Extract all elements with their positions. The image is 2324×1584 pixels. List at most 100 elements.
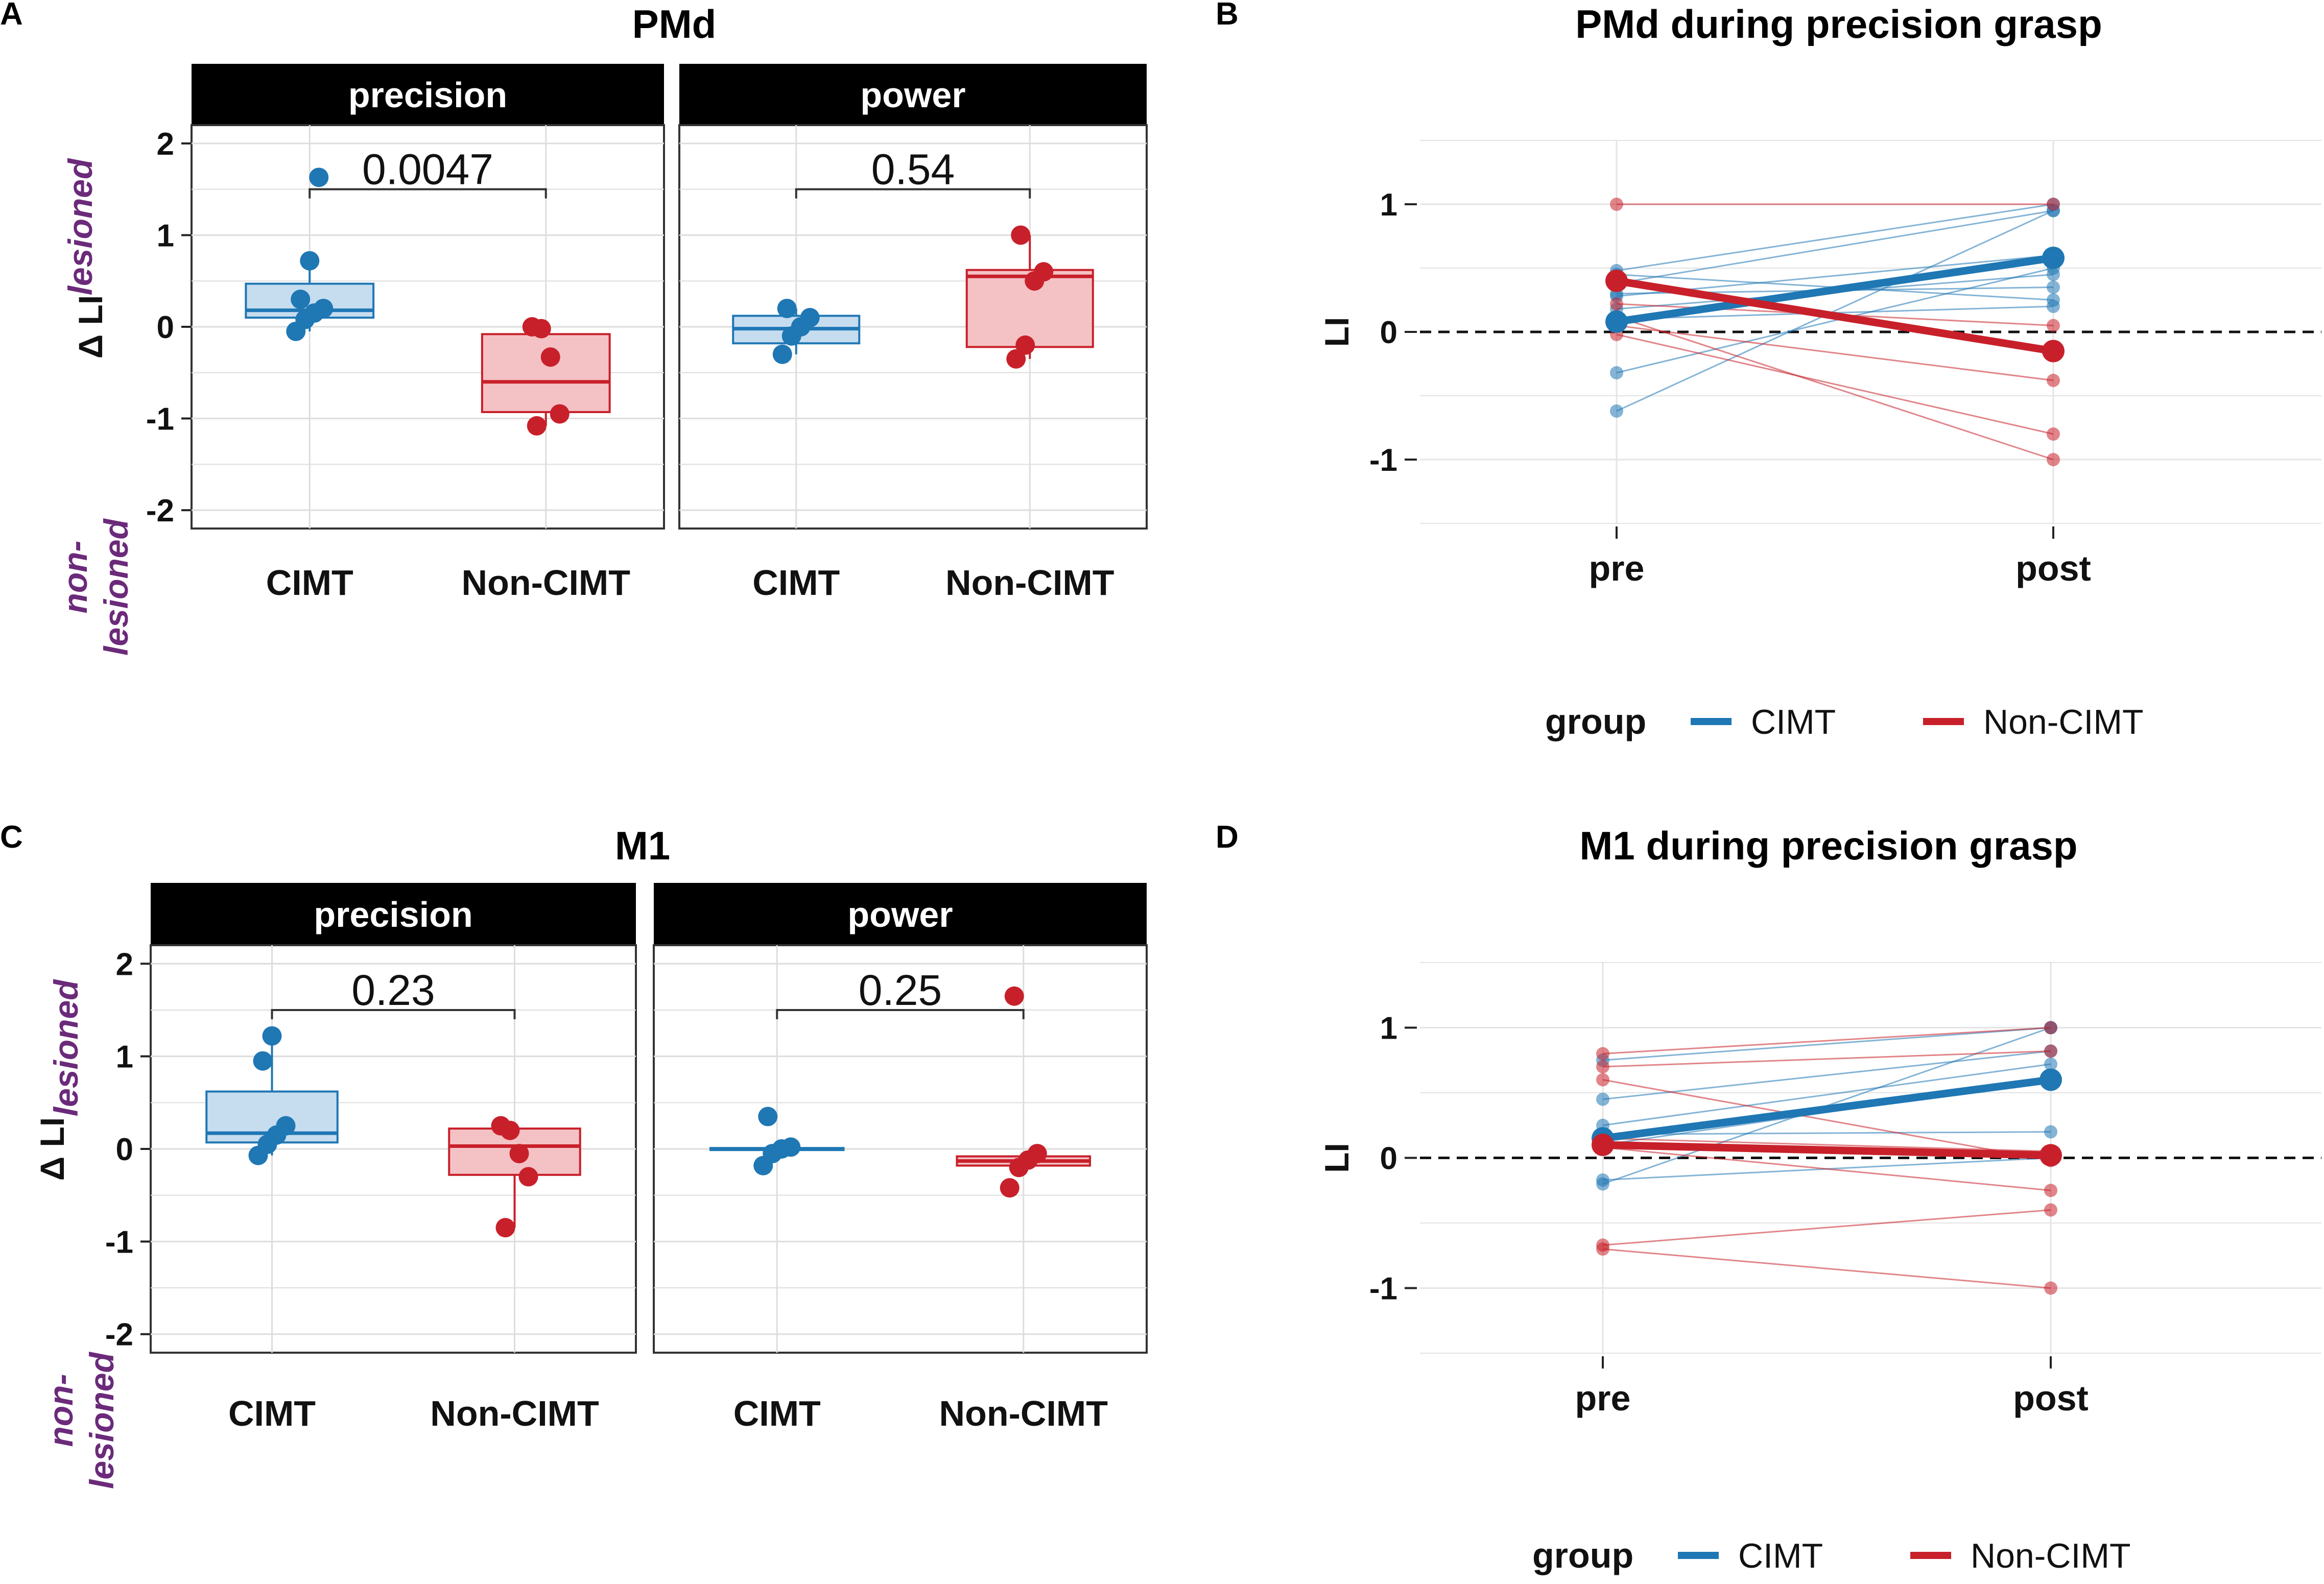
mean-point [2040, 1068, 2062, 1091]
individual-point [1596, 1060, 1609, 1073]
panel-label-a: A [0, 0, 23, 32]
individual-line [1602, 1027, 2051, 1054]
mean-line-non-cimt [1602, 1141, 2051, 1159]
data-point [527, 416, 547, 436]
y-tick-label: -1 [1369, 1271, 1397, 1307]
side-label-non-lesioned: lesioned [83, 1351, 121, 1489]
y-tick-label: 1 [157, 218, 174, 253]
facet-strip [151, 883, 636, 945]
line-panel-b [1405, 140, 2321, 539]
y-tick-label: 0 [1380, 1141, 1397, 1177]
legend-label: Non-CIMT [1983, 703, 2144, 741]
x-tick-label: post [2013, 1378, 2089, 1418]
y-axis-label: Δ LI [72, 295, 109, 358]
data-point [1004, 986, 1024, 1006]
p-value-label: 0.0047 [362, 146, 493, 194]
individual-point [2047, 300, 2060, 313]
individual-point [2047, 280, 2060, 294]
individual-line [1616, 210, 2054, 284]
panel-label-c: C [0, 820, 23, 855]
panel-title-a: PMd [632, 2, 717, 46]
mean-line-cimt [1602, 1076, 2051, 1142]
panel-title-d: M1 during precision grasp [1579, 823, 2077, 868]
individual-line [1616, 325, 2054, 381]
individual-line [1616, 203, 2054, 272]
y-tick-label: -1 [146, 402, 174, 437]
individual-point [1596, 1073, 1609, 1087]
x-tick-label: pre [1589, 548, 1645, 588]
data-point [1034, 262, 1054, 282]
data-point [1015, 335, 1035, 355]
data-point [314, 299, 334, 319]
significance-bracket [309, 188, 547, 199]
y-tick-label: 1 [1380, 1011, 1397, 1046]
data-point [800, 308, 820, 328]
individual-line [1616, 210, 2054, 412]
mean-point [2042, 340, 2065, 363]
y-tick-label: 2 [157, 127, 174, 162]
individual-point [2044, 1057, 2057, 1071]
data-point [550, 404, 570, 424]
individual-line [1602, 1050, 2051, 1100]
mean-point [1605, 310, 1628, 333]
category-label: CIMT [752, 563, 840, 603]
p-value-label: 0.54 [871, 146, 955, 194]
y-tick-label: 0 [1380, 315, 1397, 350]
y-axis-label: LI [1318, 317, 1356, 347]
category-label: Non-CIMT [462, 563, 630, 603]
individual-line [1602, 1137, 2051, 1153]
y-tick-label: -1 [105, 1225, 133, 1260]
individual-line [1616, 333, 2054, 435]
legend-label: CIMT [1738, 1537, 1823, 1575]
individual-line [1602, 1050, 2051, 1068]
individual-point [1610, 198, 1623, 211]
y-tick-label: 0 [116, 1132, 133, 1167]
category-label: Non-CIMT [945, 563, 1114, 603]
individual-point [1596, 1242, 1609, 1256]
data-point [531, 319, 551, 339]
individual-line [1602, 1063, 2051, 1126]
side-label-non-lesioned: lesioned [97, 518, 135, 655]
y-tick-label: -2 [105, 1317, 133, 1353]
data-point [509, 1144, 529, 1164]
box [481, 333, 611, 413]
individual-line [1602, 1248, 2051, 1289]
individual-point [2047, 427, 2060, 441]
facet-strip [654, 883, 1147, 945]
significance-bracket [271, 1009, 516, 1019]
individual-line [1616, 267, 2054, 374]
category-label: CIMT [733, 1394, 821, 1433]
y-tick-label: -2 [146, 493, 174, 529]
facet-panel-power [653, 944, 1148, 1354]
legend-title: group [1545, 702, 1646, 741]
data-point [1000, 1178, 1019, 1198]
individual-point [1610, 404, 1623, 418]
individual-line [1616, 316, 2054, 461]
data-point [262, 1026, 282, 1046]
individual-point [2044, 1281, 2057, 1295]
p-value-label: 0.25 [859, 966, 942, 1014]
y-tick-label: 0 [157, 310, 174, 345]
mean-point [2042, 247, 2065, 269]
y-axis-label: LI [1318, 1143, 1356, 1173]
mean-point [2040, 1144, 2062, 1167]
individual-point [2047, 374, 2060, 387]
individual-point [2044, 1203, 2057, 1217]
y-axis-label: Δ LI [33, 1117, 71, 1181]
data-point [291, 290, 311, 309]
mean-line-cimt [1616, 254, 2054, 326]
data-point [1006, 349, 1026, 369]
data-point [781, 1137, 801, 1157]
individual-line [1602, 1027, 2051, 1061]
side-label-non: non- [42, 1374, 80, 1447]
y-tick-label: -1 [1369, 443, 1397, 478]
data-point [758, 1107, 778, 1126]
data-point [1011, 225, 1031, 245]
data-point [540, 347, 560, 367]
data-point [495, 1218, 515, 1238]
p-value-label: 0.23 [351, 966, 435, 1014]
significance-bracket [776, 1009, 1025, 1019]
category-label: CIMT [228, 1394, 316, 1433]
category-label: Non-CIMT [939, 1394, 1108, 1433]
